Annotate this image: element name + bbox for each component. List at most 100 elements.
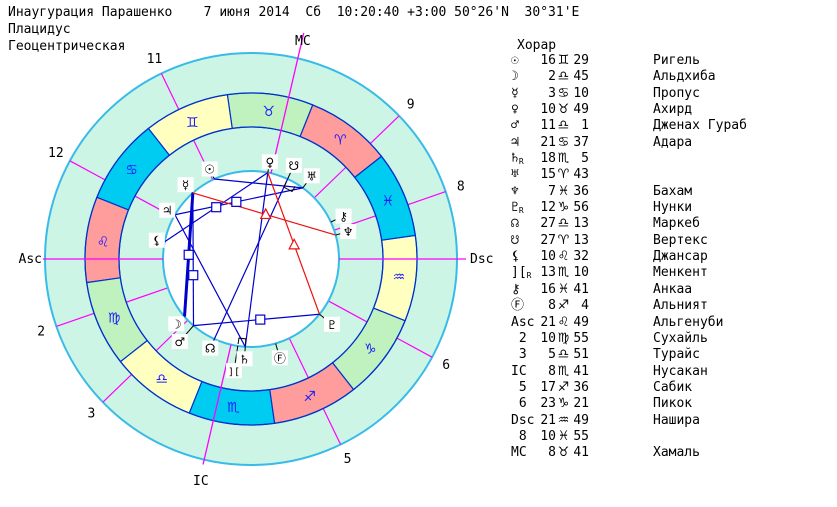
table-row: ♅ 15 ♈ 43 [511,167,837,183]
position-deg: 10 [540,330,556,346]
position-deg: 21 [540,134,556,150]
position-min: 29 [573,53,589,68]
position-min: 41 [573,445,589,461]
planet-glyph-box-lilith[interactable] [148,232,165,248]
conjunction-bracket-0 [237,337,247,345]
point-label: Ⓕ [511,298,525,314]
point-label: ☉ [511,53,519,68]
position-min: 37 [573,134,589,150]
point-label: MC [511,445,527,461]
aspect-marker-mars-pluto [255,314,266,325]
planet-glyph-box-proserpina[interactable] [226,363,243,379]
aspect-line-venus-saturn [244,172,269,347]
planet-glyph-neptune-icon: ♆ [343,225,354,239]
table-row: 5 17 ♐ 36 Сабик [511,380,837,396]
house-number-12: 12 [48,146,64,161]
table-row: ⚸ 10 ♌ 32 Джансар [511,249,837,265]
house-number-11: 11 [147,52,163,67]
planet-glyph-box-jupiter[interactable] [159,202,176,218]
planet-tick-stub-proserpina [234,352,238,363]
planet-glyph-uranus-icon: ♅ [306,169,317,183]
table-row: ][R 13 ♏ 10 Менкент [511,265,837,281]
sign-glyph-aquarius-icon: ♒ [393,270,406,286]
sign-glyph-sagittarius-icon: ♐ [303,389,316,405]
planet-tick-mars [188,325,194,332]
table-title: Хорар [517,38,557,53]
point-label: ♆ [511,183,519,199]
planet-glyph-box-pluto[interactable] [323,316,340,332]
position-sign: ♍ [557,330,570,346]
sign-glyph-cancer-icon: ♋ [125,163,138,179]
position-min: 5 [581,151,589,167]
house-system-label: Плацидус [8,22,71,37]
aspect-marker-venus-lilith [211,202,222,213]
planet-glyph-box-moon[interactable] [168,316,185,332]
planet-glyph-box-chiron[interactable] [335,208,352,224]
planet-glyph-chiron-icon: ⚷ [339,210,348,224]
fixed-star-name: Маркеб [653,216,700,232]
point-label: 3 [511,347,527,363]
position-deg: 27 [540,232,556,248]
position-sign: ♏ [557,265,570,281]
house-number-8: 8 [457,179,465,194]
planet-glyph-box-mars[interactable] [171,334,188,350]
planet-glyph-box-uranus[interactable] [303,168,320,184]
position-min: 49 [573,314,589,330]
point-label: ☊ [511,216,519,232]
aspect-marker-mercury-neptune [259,207,272,220]
point-label: 2 [511,330,527,346]
retrograde-mark: R [518,206,524,216]
sign-glyph-capricorn-icon: ♑ [364,341,377,357]
point-label: Asc [511,314,535,330]
table-row: 2 10 ♍ 55 Сухайль [511,331,837,347]
aspect-marker-mercury-moon [183,249,194,260]
table-row: ♆ 7 ♓ 36 Бахам [511,184,837,200]
planet-glyph-box-saturn[interactable] [236,351,253,367]
planet-glyph-box-venus[interactable] [261,154,278,170]
position-min: 49 [573,412,589,428]
position-sign: ♓ [557,281,570,297]
sign-glyph-taurus-icon: ♉ [262,104,275,120]
position-deg: 17 [540,379,556,395]
position-min: 41 [573,363,589,379]
position-min: 4 [581,298,589,314]
planet-glyph-lilith-icon: ⚸ [152,234,161,248]
position-min: 32 [573,249,589,265]
position-sign: ♐ [557,298,570,314]
point-label: IC [511,363,527,379]
planet-glyph-moon-icon: ☽ [171,317,182,331]
house-cusp-line-9-0 [313,166,347,199]
planet-glyph-box-neptune[interactable] [340,224,357,240]
planet-glyph-box-mercury[interactable] [177,177,194,193]
axis-label-ic: IC [193,474,209,489]
house-number-5: 5 [344,452,352,467]
house-cusp-line-11-1 [160,73,180,110]
sign-glyph-leo-icon: ♌ [97,234,110,250]
position-min: 13 [573,216,589,232]
position-min: 56 [573,200,589,216]
sign-glyph-gemini-icon: ♊ [186,115,199,131]
position-sign: ♎ [557,118,570,134]
axis-label-mc: MC [295,34,311,49]
position-sign: ♓ [557,183,570,199]
position-deg: 2 [548,69,556,85]
position-sign: ♉ [557,445,570,461]
fixed-star-name: Нашира [653,412,700,428]
planet-glyph-box-snode[interactable] [285,157,302,173]
position-min: 41 [573,281,589,297]
sign-glyph-virgo-icon: ♍ [108,311,121,327]
house-number-2: 2 [37,325,45,340]
position-min: 36 [573,183,589,199]
point-label: ♃ [511,134,519,150]
planet-glyph-box-sun[interactable] [201,161,218,177]
point-label: 8 [511,428,527,444]
axis-line-mc [270,32,305,174]
table-row: 6 23 ♑ 21 Пикок [511,396,837,412]
planet-glyph-box-node[interactable] [202,340,219,356]
table-row: ♂ 11 ♎ 1 Дженах Гураб [511,118,837,134]
table-row: ☊ 27 ♎ 13 Маркеб [511,216,837,232]
position-sign: ♎ [557,347,570,363]
point-label: 6 [511,396,527,412]
planet-glyph-box-fortune[interactable] [271,350,288,366]
point-label: ☋ [511,232,519,248]
